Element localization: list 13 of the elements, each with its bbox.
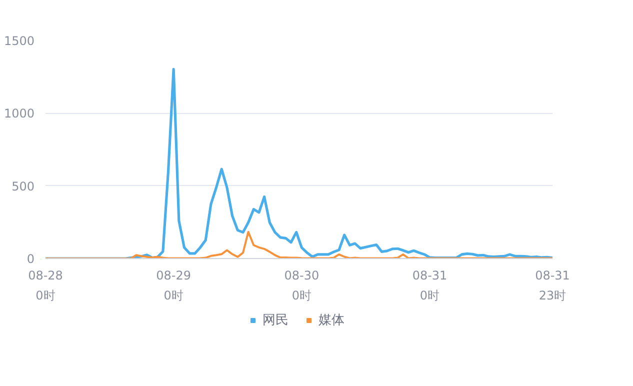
line-series — [46, 68, 552, 258]
category-label: 08-28 0时 — [28, 268, 63, 302]
y-tick-label: 0 — [26, 252, 35, 266]
category-label: 08-31 23时 — [535, 268, 570, 302]
y-tick-label: 500 — [12, 179, 34, 194]
y-tick-label: 1000 — [4, 106, 35, 121]
category-label: 08-29 0时 — [156, 268, 192, 302]
legend-label: 网民 — [262, 312, 288, 329]
legend-label: 媒体 — [318, 312, 344, 329]
category-label: 08-31 0时 — [412, 268, 448, 302]
category-label: 08-30 0时 — [284, 268, 320, 302]
line-series — [46, 230, 552, 258]
y-tick-label: 1500 — [4, 34, 35, 48]
